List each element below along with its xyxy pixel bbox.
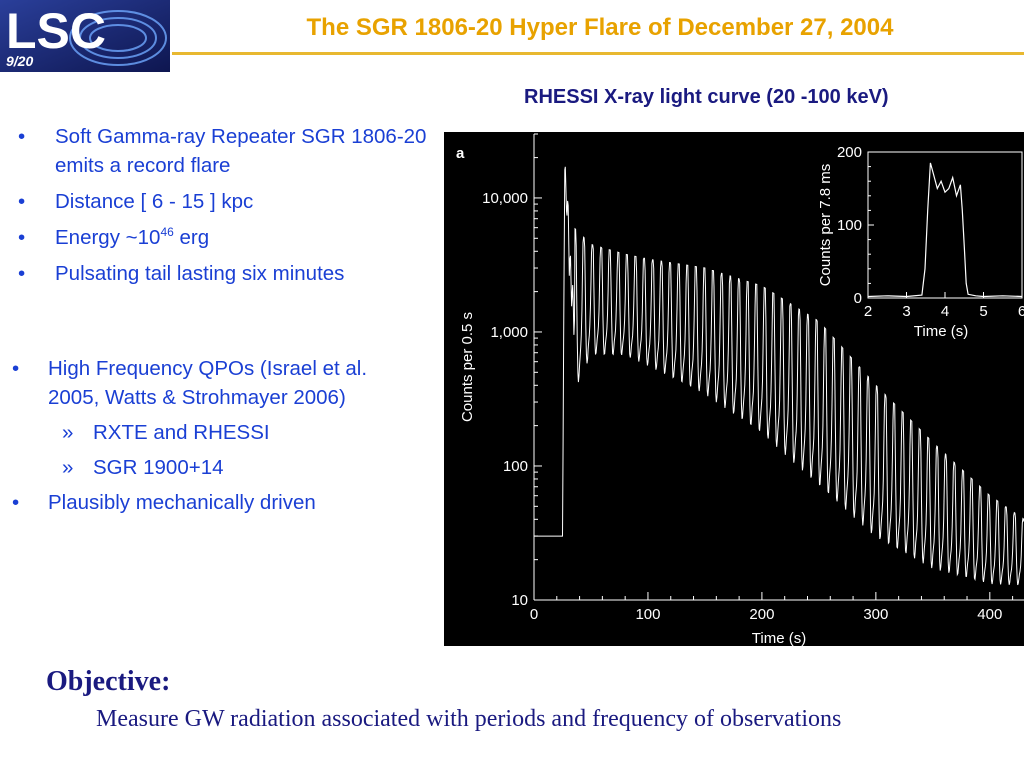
y-tick-label: 1,000 [490, 324, 528, 341]
list-item: » SGR 1900+14 [12, 453, 392, 482]
bullet-text: Distance [ 6 - 15 ] kpc [55, 190, 254, 213]
inset-x-tick-label: 6 [1018, 303, 1024, 320]
x-tick-label: 0 [530, 606, 538, 623]
y-tick-label: 100 [503, 458, 528, 475]
list-item: • Distance [ 6 - 15 ] kpc [18, 187, 428, 216]
bullet-icon: • [12, 357, 20, 380]
bullet-text: Soft Gamma-ray Repeater SGR 1806-20 emit… [55, 125, 427, 177]
title-rule [172, 52, 1024, 55]
inset-y-axis-label: Counts per 7.8 ms [817, 164, 834, 287]
slide-number: 9/20 [6, 53, 33, 69]
lsc-logo: LSC 9/20 [0, 0, 170, 72]
inset-x-tick-label: 5 [979, 303, 987, 320]
y-tick-label: 10 [511, 592, 528, 609]
bullet-text: RXTE and RHESSI [93, 421, 270, 444]
logo-text: LSC [6, 3, 106, 59]
x-tick-label: 400 [977, 606, 1002, 623]
objective-text: Measure GW radiation associated with per… [96, 706, 842, 732]
list-item: • High Frequency QPOs (Israel et al. 2005… [12, 354, 392, 412]
bullet-icon: • [12, 491, 20, 514]
panel-label: a [456, 145, 465, 162]
bullet-exponent: 46 [160, 225, 174, 240]
inset-frame [867, 151, 1023, 299]
bullet-text: High Frequency QPOs (Israel et al. 2005,… [48, 357, 368, 409]
inset-y-tick-label: 200 [837, 144, 862, 161]
bullet-icon: • [18, 190, 26, 213]
bullet-text: Pulsating tail lasting six minutes [55, 262, 345, 285]
inset-x-tick-label: 2 [864, 303, 872, 320]
bullet-text: Plausibly mechanically driven [48, 491, 316, 514]
bullet-text-post: erg [173, 226, 210, 249]
list-item: • Pulsating tail lasting six minutes [18, 259, 428, 288]
inset-y-tick-label: 0 [854, 290, 862, 307]
sub-bullet-icon: » [62, 421, 74, 444]
objective-heading: Objective: [46, 666, 171, 697]
bullet-list-bottom: • High Frequency QPOs (Israel et al. 2005… [12, 354, 392, 523]
inset-curve-line [867, 162, 1023, 298]
bullet-icon: • [18, 226, 26, 249]
inset-x-tick-label: 4 [941, 303, 949, 320]
list-item: » RXTE and RHESSI [12, 418, 392, 447]
slide-title: The SGR 1806-20 Hyper Flare of December … [306, 14, 894, 41]
chart-title: RHESSI X-ray light curve (20 -100 keV) [524, 86, 889, 108]
inset-x-axis-label: Time (s) [914, 323, 968, 340]
bullet-icon: • [18, 125, 26, 148]
list-item: • Plausibly mechanically driven [12, 488, 392, 517]
light-curve-line [534, 166, 1024, 586]
inset-x-tick-label: 3 [902, 303, 910, 320]
list-item: • Energy ~1046 erg [18, 223, 428, 252]
light-curve-chart: 10 100 1,000 10,000 0 100 200 300 400 Time (s) Cou… [444, 132, 1024, 646]
x-axis-label: Time (s) [752, 630, 806, 646]
list-item: • Soft Gamma-ray Repeater SGR 1806-20 emi… [18, 122, 428, 180]
x-tick-label: 300 [863, 606, 888, 623]
x-tick-label: 100 [635, 606, 660, 623]
sub-bullet-icon: » [62, 456, 74, 479]
y-tick-label: 10,000 [482, 190, 528, 207]
bullet-text: SGR 1900+14 [93, 456, 224, 479]
bullet-icon: • [18, 262, 26, 285]
bullet-text-pre: Energy ~10 [55, 226, 161, 249]
x-tick-label: 200 [749, 606, 774, 623]
y-axis-label: Counts per 0.5 s [459, 312, 476, 422]
bullet-list-top: • Soft Gamma-ray Repeater SGR 1806-20 emi… [18, 122, 428, 295]
inset-y-tick-label: 100 [837, 217, 862, 234]
